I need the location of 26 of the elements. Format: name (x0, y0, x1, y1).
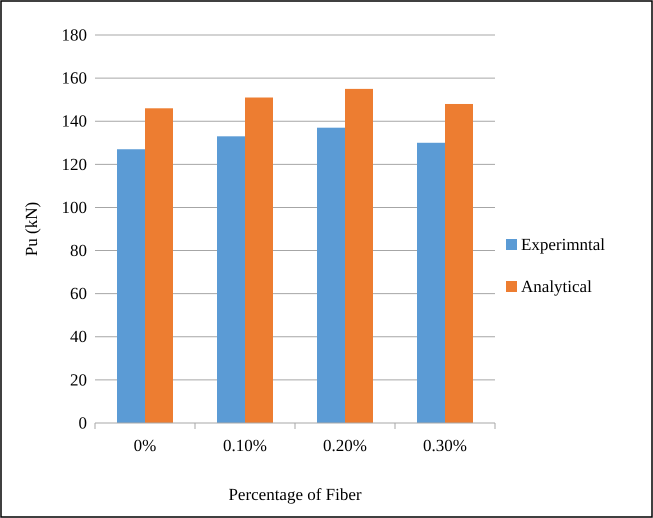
x-tick-label: 0.20% (323, 436, 367, 456)
bar (145, 108, 173, 423)
bar (245, 98, 273, 423)
bar (317, 128, 345, 423)
bar (445, 104, 473, 423)
y-axis-title: Pu (kN) (22, 202, 41, 256)
legend-label: Experimntal (521, 235, 606, 254)
bar (345, 88, 373, 423)
y-tick-label: 40 (70, 327, 87, 346)
x-tick-label: 0.10% (223, 436, 267, 456)
x-axis-title: Percentage of Fiber (228, 485, 362, 504)
bar (217, 136, 245, 423)
y-tick-label: 140 (62, 112, 87, 131)
y-tick-label: 20 (70, 370, 87, 390)
y-tick-label: 100 (62, 198, 87, 217)
x-tick-label: 0% (134, 436, 156, 456)
y-tick-label: 160 (62, 68, 87, 88)
x-tick-label: 0.30% (423, 436, 467, 456)
y-tick-label: 0 (78, 413, 87, 432)
bar (417, 142, 445, 423)
legend-label: Analytical (521, 277, 592, 296)
y-tick-label: 60 (70, 284, 87, 304)
y-tick-label: 120 (62, 154, 87, 174)
bar (117, 149, 145, 423)
y-tick-label: 180 (62, 25, 87, 44)
y-tick-label: 80 (70, 240, 87, 260)
